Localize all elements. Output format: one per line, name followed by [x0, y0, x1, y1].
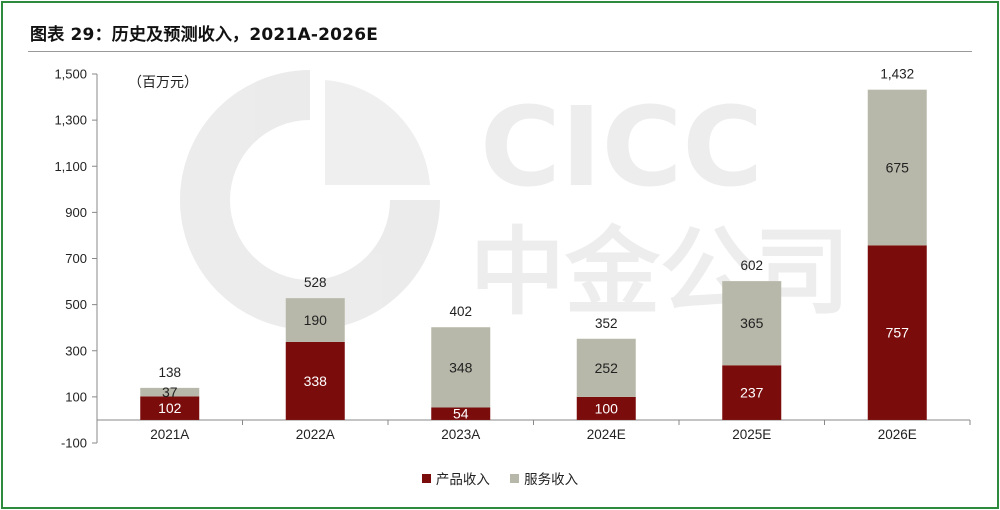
y-tick-label: -100	[61, 436, 87, 451]
data-label-product: 102	[158, 400, 182, 416]
x-category-label: 2022A	[296, 427, 335, 442]
data-label-total: 352	[595, 316, 618, 331]
legend-swatch-product	[421, 473, 431, 483]
data-label-service: 37	[162, 384, 178, 400]
bar-product	[140, 396, 200, 420]
chart-title: 图表 29：历史及预测收入，2021A-2026E	[30, 25, 379, 45]
chart-bars	[140, 89, 927, 420]
legend-label-product: 产品收入	[435, 472, 490, 488]
data-label-service: 675	[886, 160, 910, 176]
bar-product	[867, 245, 927, 420]
unit-label: （百万元）	[128, 75, 198, 91]
data-label-product: 237	[740, 385, 764, 401]
x-category-label: 2023A	[441, 427, 480, 442]
data-label-service: 190	[304, 312, 328, 328]
y-tick-label: 900	[65, 205, 87, 220]
x-category-label: 2025E	[732, 427, 771, 442]
legend-swatch-service	[510, 473, 520, 483]
y-tick-label: 1,300	[54, 113, 87, 128]
data-label-product: 338	[304, 373, 328, 389]
legend-label-service: 服务收入	[524, 472, 579, 488]
x-category-label: 2026E	[878, 427, 917, 442]
chart-axes: -100 100 300 500 700 900 1,100 1,300 1,500	[54, 67, 971, 451]
bar-service	[285, 298, 345, 342]
data-label-total: 138	[158, 365, 181, 380]
data-label-total: 1,432	[880, 67, 914, 82]
data-label-total: 528	[304, 275, 327, 290]
y-tick-label: 1,100	[54, 159, 87, 174]
data-label-product: 100	[595, 400, 619, 416]
y-tick-label: 300	[65, 343, 87, 358]
bar-service	[140, 387, 200, 397]
data-label-total: 602	[740, 258, 763, 273]
y-tick-label: 100	[65, 389, 87, 404]
data-label-service: 252	[595, 360, 619, 376]
bar-service	[867, 89, 927, 246]
x-category-label: 2024E	[587, 427, 626, 442]
title-divider	[28, 51, 972, 52]
bar-service	[431, 327, 491, 408]
legend: 产品收入 服务收入	[0, 468, 1000, 488]
legend-item-product: 产品收入	[421, 468, 490, 488]
x-category-label: 2021A	[150, 427, 189, 442]
data-label-service: 365	[740, 315, 764, 331]
bar-product	[722, 365, 782, 420]
data-label-total: 402	[449, 304, 472, 319]
bar-service	[722, 281, 782, 366]
y-tick-label: 500	[65, 297, 87, 312]
data-label-product: 757	[886, 325, 910, 341]
y-tick-label: 700	[65, 251, 87, 266]
data-label-service: 348	[449, 359, 473, 375]
bar-service	[576, 338, 636, 397]
bar-product	[285, 341, 345, 420]
bar-product	[576, 396, 636, 420]
bar-product	[431, 407, 491, 420]
data-label-product: 54	[453, 406, 469, 422]
legend-item-service: 服务收入	[510, 468, 578, 488]
y-tick-label: 1,500	[54, 67, 87, 82]
